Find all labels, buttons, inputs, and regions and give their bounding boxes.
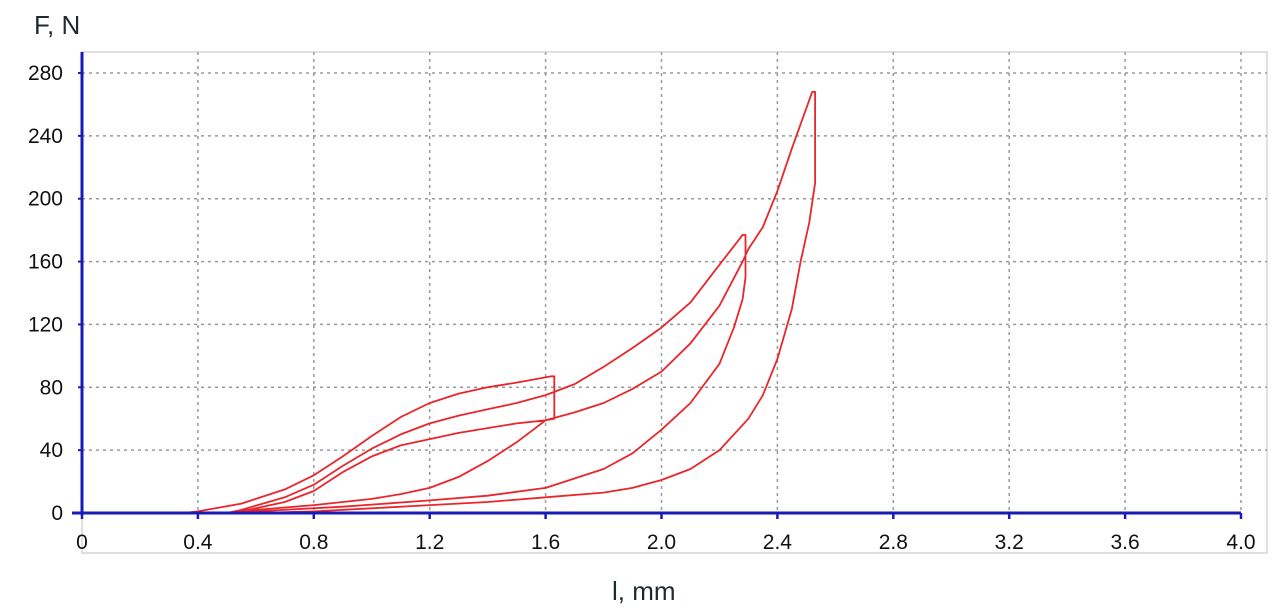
x-axis-title: l, mm [612,576,676,606]
load-unload-curve [82,91,816,514]
y-tick-label: 160 [28,251,63,274]
y-tick-label: 280 [28,62,63,85]
y-tick-label: 80 [40,376,63,399]
data-curves [82,91,816,514]
y-tick-label: 40 [40,439,63,462]
y-tick-label: 120 [28,313,63,336]
plot-frame [81,51,1268,554]
x-tick-labels: 0 0.4 0.8 1.2 1.6 2.0 2.4 2.8 3.2 3.6 4.0 [76,531,1255,554]
y-axis-title: F, N [34,10,80,40]
x-tick-label: 2.0 [647,531,676,554]
y-tick-labels: 0 40 80 120 160 200 240 280 [28,62,63,525]
x-tick-label: 0.4 [183,531,213,554]
y-tick-label: 200 [28,188,63,211]
x-tick-label: 4.0 [1226,531,1255,554]
x-tick-label: 2.8 [879,531,908,554]
tick-marks [78,72,1243,519]
y-tick-label: 240 [28,125,63,148]
x-tick-label: 2.4 [763,531,793,554]
x-tick-label: 0.8 [299,531,328,554]
x-tick-label: 1.6 [531,531,560,554]
x-tick-label: 3.6 [1110,531,1139,554]
x-tick-label: 0 [76,531,88,554]
y-tick-label: 0 [51,502,63,525]
x-tick-label: 1.2 [415,531,444,554]
x-tick-label: 3.2 [995,531,1024,554]
axes [72,52,1241,515]
grid-lines [82,52,1267,513]
